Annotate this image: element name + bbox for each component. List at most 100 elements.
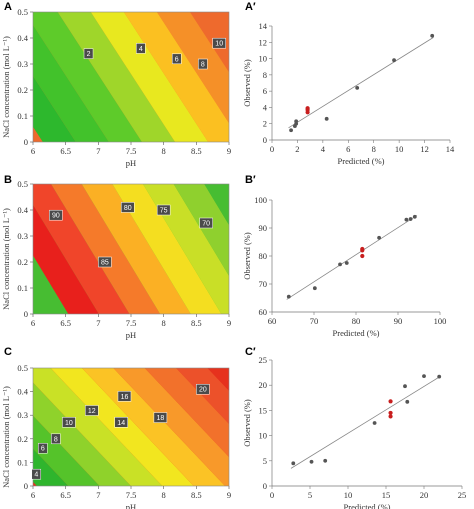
contour-bands (33, 12, 229, 142)
y-tick-label: 12 (259, 37, 268, 47)
contour-label-box (38, 442, 48, 454)
contour-label-box (117, 391, 132, 402)
x-axis-label: pH (126, 158, 136, 168)
x-tick-label: 6 (31, 318, 35, 328)
contour-band (81, 184, 191, 314)
y-tick-label: 0 (24, 481, 28, 491)
data-point (291, 461, 296, 466)
x-tick-label: 8 (162, 318, 166, 328)
contour-band (204, 184, 229, 226)
data-point (404, 217, 409, 222)
contour-label-box (98, 256, 112, 268)
y-axis-label: Observed (%) (242, 232, 252, 280)
panel-letter: C (4, 346, 12, 358)
data-point-red (360, 253, 365, 259)
panel-letter: B′ (245, 174, 256, 186)
contour-label-box (199, 217, 213, 229)
contour-bands (33, 368, 229, 486)
scatter-panel-3: 0 5 10 15 20 25 0 5 10 15 20 25 Predicted (%) Observe… (242, 346, 466, 509)
x-tick-label: 6 (346, 144, 350, 154)
contour-label: 75 (160, 208, 168, 215)
data-point (377, 235, 381, 240)
contour-label-box (171, 53, 182, 65)
x-tick-label: 8.5 (191, 146, 202, 156)
y-tick-label: 0 (263, 135, 267, 145)
contour-label: 14 (117, 420, 125, 427)
x-tick-label: 8.5 (191, 490, 202, 500)
x-tick-label: 6.5 (60, 318, 71, 328)
y-tick-label: 0.1 (17, 283, 28, 293)
contour-label: 8 (54, 436, 58, 443)
x-tick-label: 9 (227, 490, 231, 500)
y-tick-label: 0 (24, 309, 28, 319)
y-axis-label: NaCl concentration (mol L⁻¹) (1, 208, 11, 310)
y-tick-label: 6 (263, 86, 267, 96)
y-tick-label: 14 (259, 21, 268, 31)
contour-label: 90 (52, 213, 60, 220)
data-point-red (388, 399, 393, 404)
y-tick-label: 0.5 (17, 7, 28, 17)
x-tick-label: 10 (344, 490, 353, 500)
contour-band (112, 184, 222, 314)
data-point-red (305, 106, 310, 111)
data-point (405, 399, 410, 404)
y-tick-label: 10 (259, 54, 268, 64)
y-axis-label: Observed (%) (242, 399, 252, 447)
y-tick-label: 0.4 (17, 205, 28, 215)
x-tick-label: 25 (458, 490, 467, 500)
contour-label-box (136, 43, 146, 54)
contour-band (156, 12, 229, 124)
x-tick-label: 0 (270, 490, 274, 500)
y-tick-label: 0.3 (17, 410, 28, 420)
y-tick-label: 0.2 (17, 257, 28, 267)
contour-label-box (196, 383, 210, 395)
y-tick-label: 0.1 (17, 457, 28, 467)
panel-letter: C′ (245, 346, 256, 358)
contour-band (57, 12, 176, 142)
x-tick-label: 20 (420, 490, 429, 500)
contour-label: 18 (157, 415, 165, 422)
contour-band (90, 12, 209, 142)
y-axis-label: NaCl concentration (mol L⁻¹) (1, 36, 11, 138)
y-tick-label: 0.5 (17, 363, 28, 373)
x-tick-label: 7 (96, 318, 100, 328)
x-tick-label: 4 (321, 144, 326, 154)
contour-label-box (85, 405, 99, 416)
contour-label-box (212, 37, 226, 49)
y-tick-label: 60 (259, 307, 268, 317)
contour-band (143, 184, 229, 314)
x-tick-label: 7.5 (126, 318, 137, 328)
x-tick-label: 7 (96, 146, 100, 156)
contour-label: 6 (41, 446, 45, 453)
x-tick-label: 8 (162, 490, 166, 500)
x-tick-label: 6 (31, 146, 35, 156)
x-tick-label: 6 (31, 490, 35, 500)
y-tick-label: 90 (259, 223, 268, 233)
x-tick-label: 7.5 (126, 490, 137, 500)
y-tick-label: 4 (263, 102, 268, 112)
contour-label-box (51, 433, 61, 445)
x-tick-label: 12 (420, 144, 429, 154)
y-tick-label: 20 (259, 380, 268, 390)
data-point (430, 33, 435, 38)
x-tick-label: 70 (310, 316, 319, 326)
y-tick-label: 70 (259, 279, 268, 289)
contour-band (51, 184, 161, 314)
contour-label: 70 (202, 221, 210, 228)
contour-label-box (83, 48, 94, 59)
fit-line (290, 375, 441, 469)
contour-label: 10 (215, 41, 223, 48)
y-tick-label: 0.1 (17, 111, 28, 121)
data-point (286, 294, 291, 299)
scatter-panel-2: 60 70 80 90 100 60 70 80 90 100 Predicted (%) Obser… (242, 174, 446, 338)
x-tick-label: 7.5 (126, 146, 137, 156)
y-tick-label: 0.4 (17, 33, 28, 43)
contour-label-box (120, 202, 135, 213)
contour-band (33, 368, 163, 486)
x-axis-label: pH (126, 502, 136, 509)
y-tick-label: 100 (254, 195, 267, 205)
fit-line (286, 215, 418, 300)
y-tick-label: 0.5 (17, 179, 28, 189)
x-tick-label: 14 (446, 144, 455, 154)
